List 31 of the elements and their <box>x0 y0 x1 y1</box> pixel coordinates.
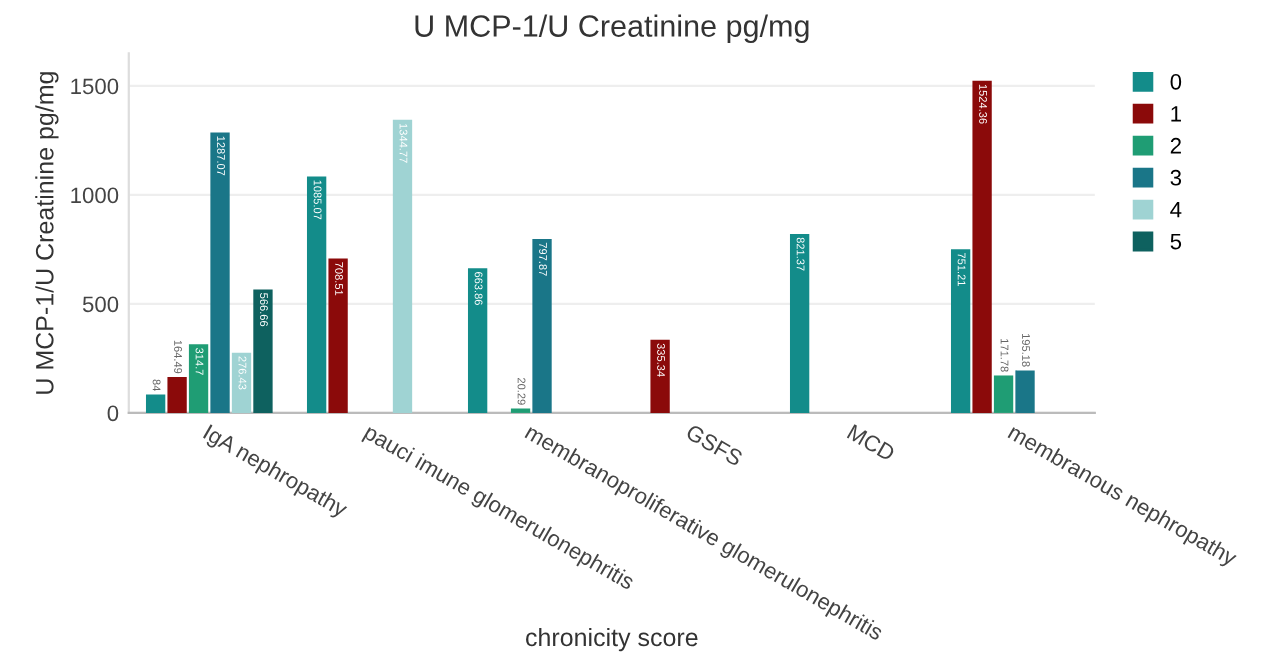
legend-label: 5 <box>1170 233 1182 250</box>
legend-label: 0 <box>1170 73 1182 90</box>
bar <box>650 339 670 413</box>
x-tick-label: MCD <box>846 424 896 462</box>
y-tick-label: 1500 <box>71 78 119 95</box>
bar <box>167 377 187 413</box>
bar <box>993 375 1014 413</box>
bar <box>188 344 209 413</box>
y-tick-label: 500 <box>82 296 119 313</box>
legend-label: 1 <box>1171 106 1181 122</box>
bar <box>231 352 252 413</box>
bar <box>210 132 230 413</box>
legend-label: 3 <box>1170 169 1182 186</box>
bar <box>950 249 971 413</box>
y-tick-label: 1000 <box>71 187 119 204</box>
legend-label: 2 <box>1170 137 1181 154</box>
bar <box>253 289 273 413</box>
y-tick-label: 0 <box>107 405 119 422</box>
bar <box>145 394 166 413</box>
bar <box>532 239 552 413</box>
bar <box>789 233 810 413</box>
bar <box>1015 370 1035 413</box>
x-axis-title: chronicity score <box>526 627 698 652</box>
bar <box>328 258 348 413</box>
bar <box>467 268 488 413</box>
bar <box>392 119 413 413</box>
chart-title: U MCP-1/U Creatinine pg/mg <box>415 14 809 43</box>
legend-label: 4 <box>1170 201 1182 218</box>
y-axis-title: U MCP-1/U Creatinine pg/mg <box>35 72 59 394</box>
bar <box>972 80 992 413</box>
bar <box>306 176 327 413</box>
